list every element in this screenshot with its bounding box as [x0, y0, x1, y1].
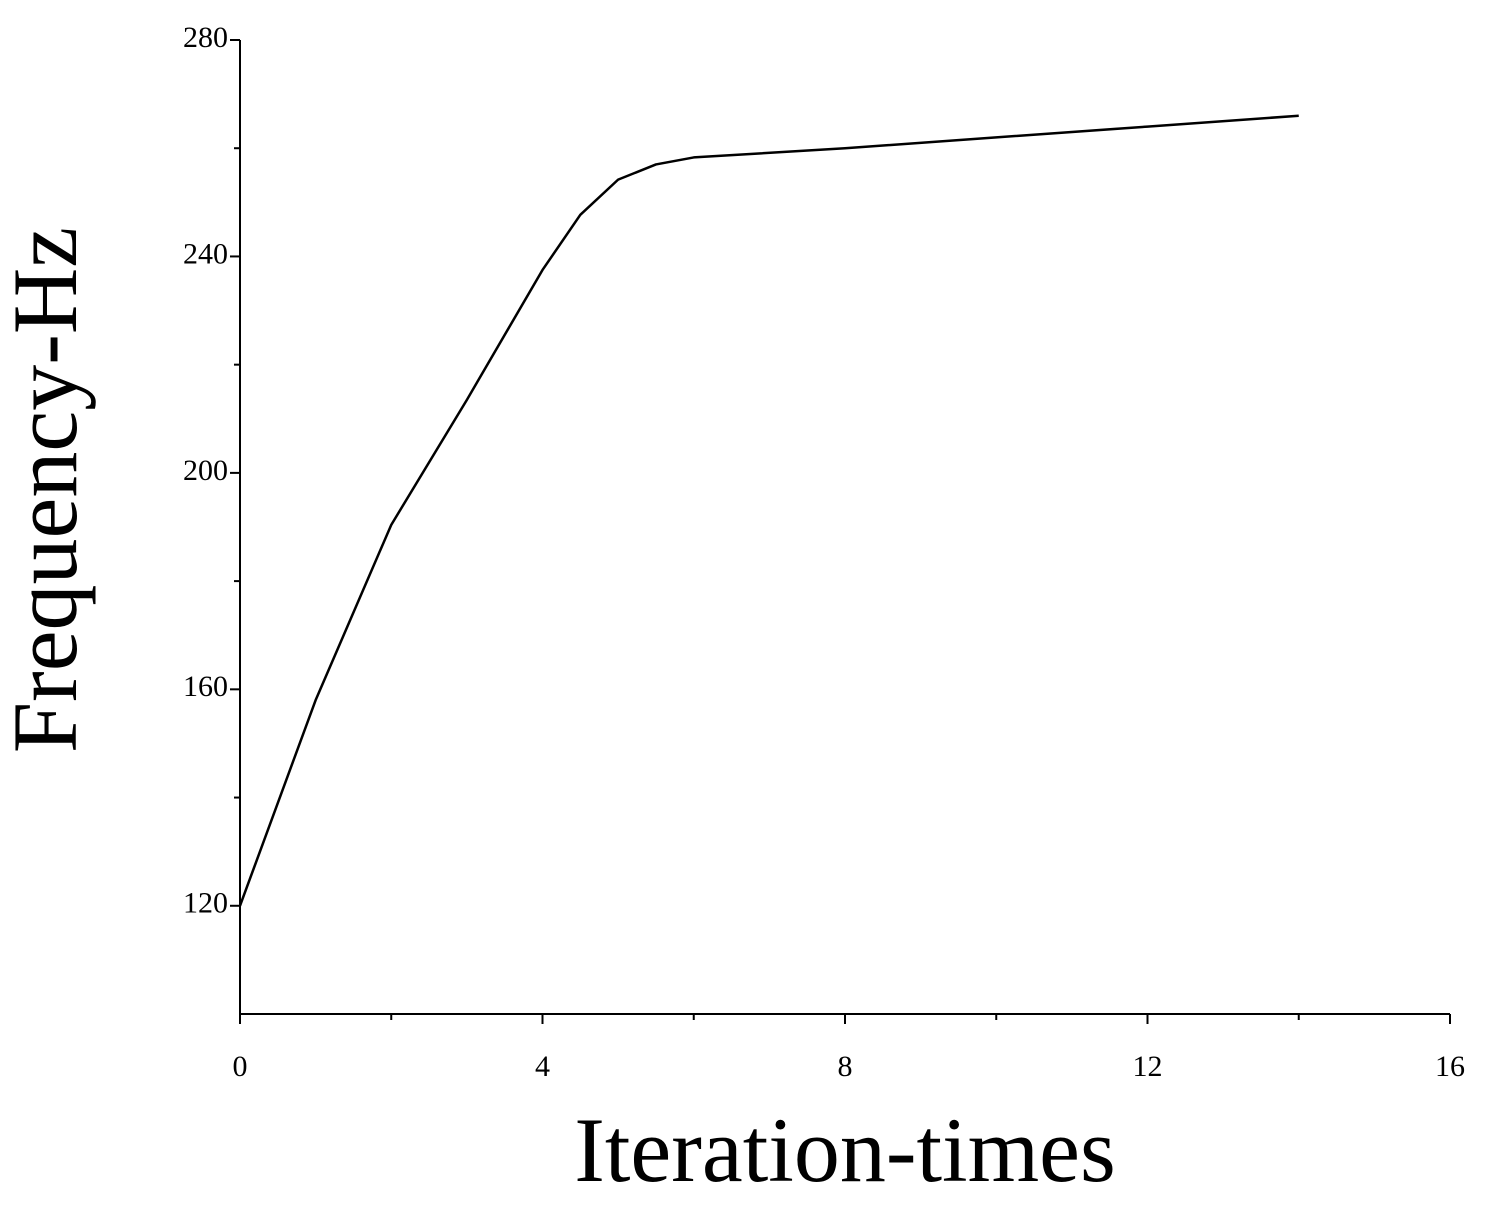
y-tick-label: 240: [183, 237, 228, 270]
x-tick-label: 0: [233, 1050, 248, 1083]
x-tick-label: 16: [1435, 1050, 1465, 1083]
data-line: [238, 114, 1299, 907]
y-tick-label: 200: [183, 454, 228, 487]
x-tick-label: 8: [838, 1050, 853, 1083]
y-axis-title: Frequency-Hz: [0, 227, 96, 753]
x-tick-label: 4: [535, 1050, 550, 1083]
x-tick-label: 12: [1133, 1050, 1163, 1083]
y-tick-label: 120: [183, 887, 228, 920]
x-axis-title: Iteration-times: [574, 1099, 1116, 1201]
y-tick-label: 160: [183, 670, 228, 703]
y-tick-label: 280: [183, 21, 228, 54]
